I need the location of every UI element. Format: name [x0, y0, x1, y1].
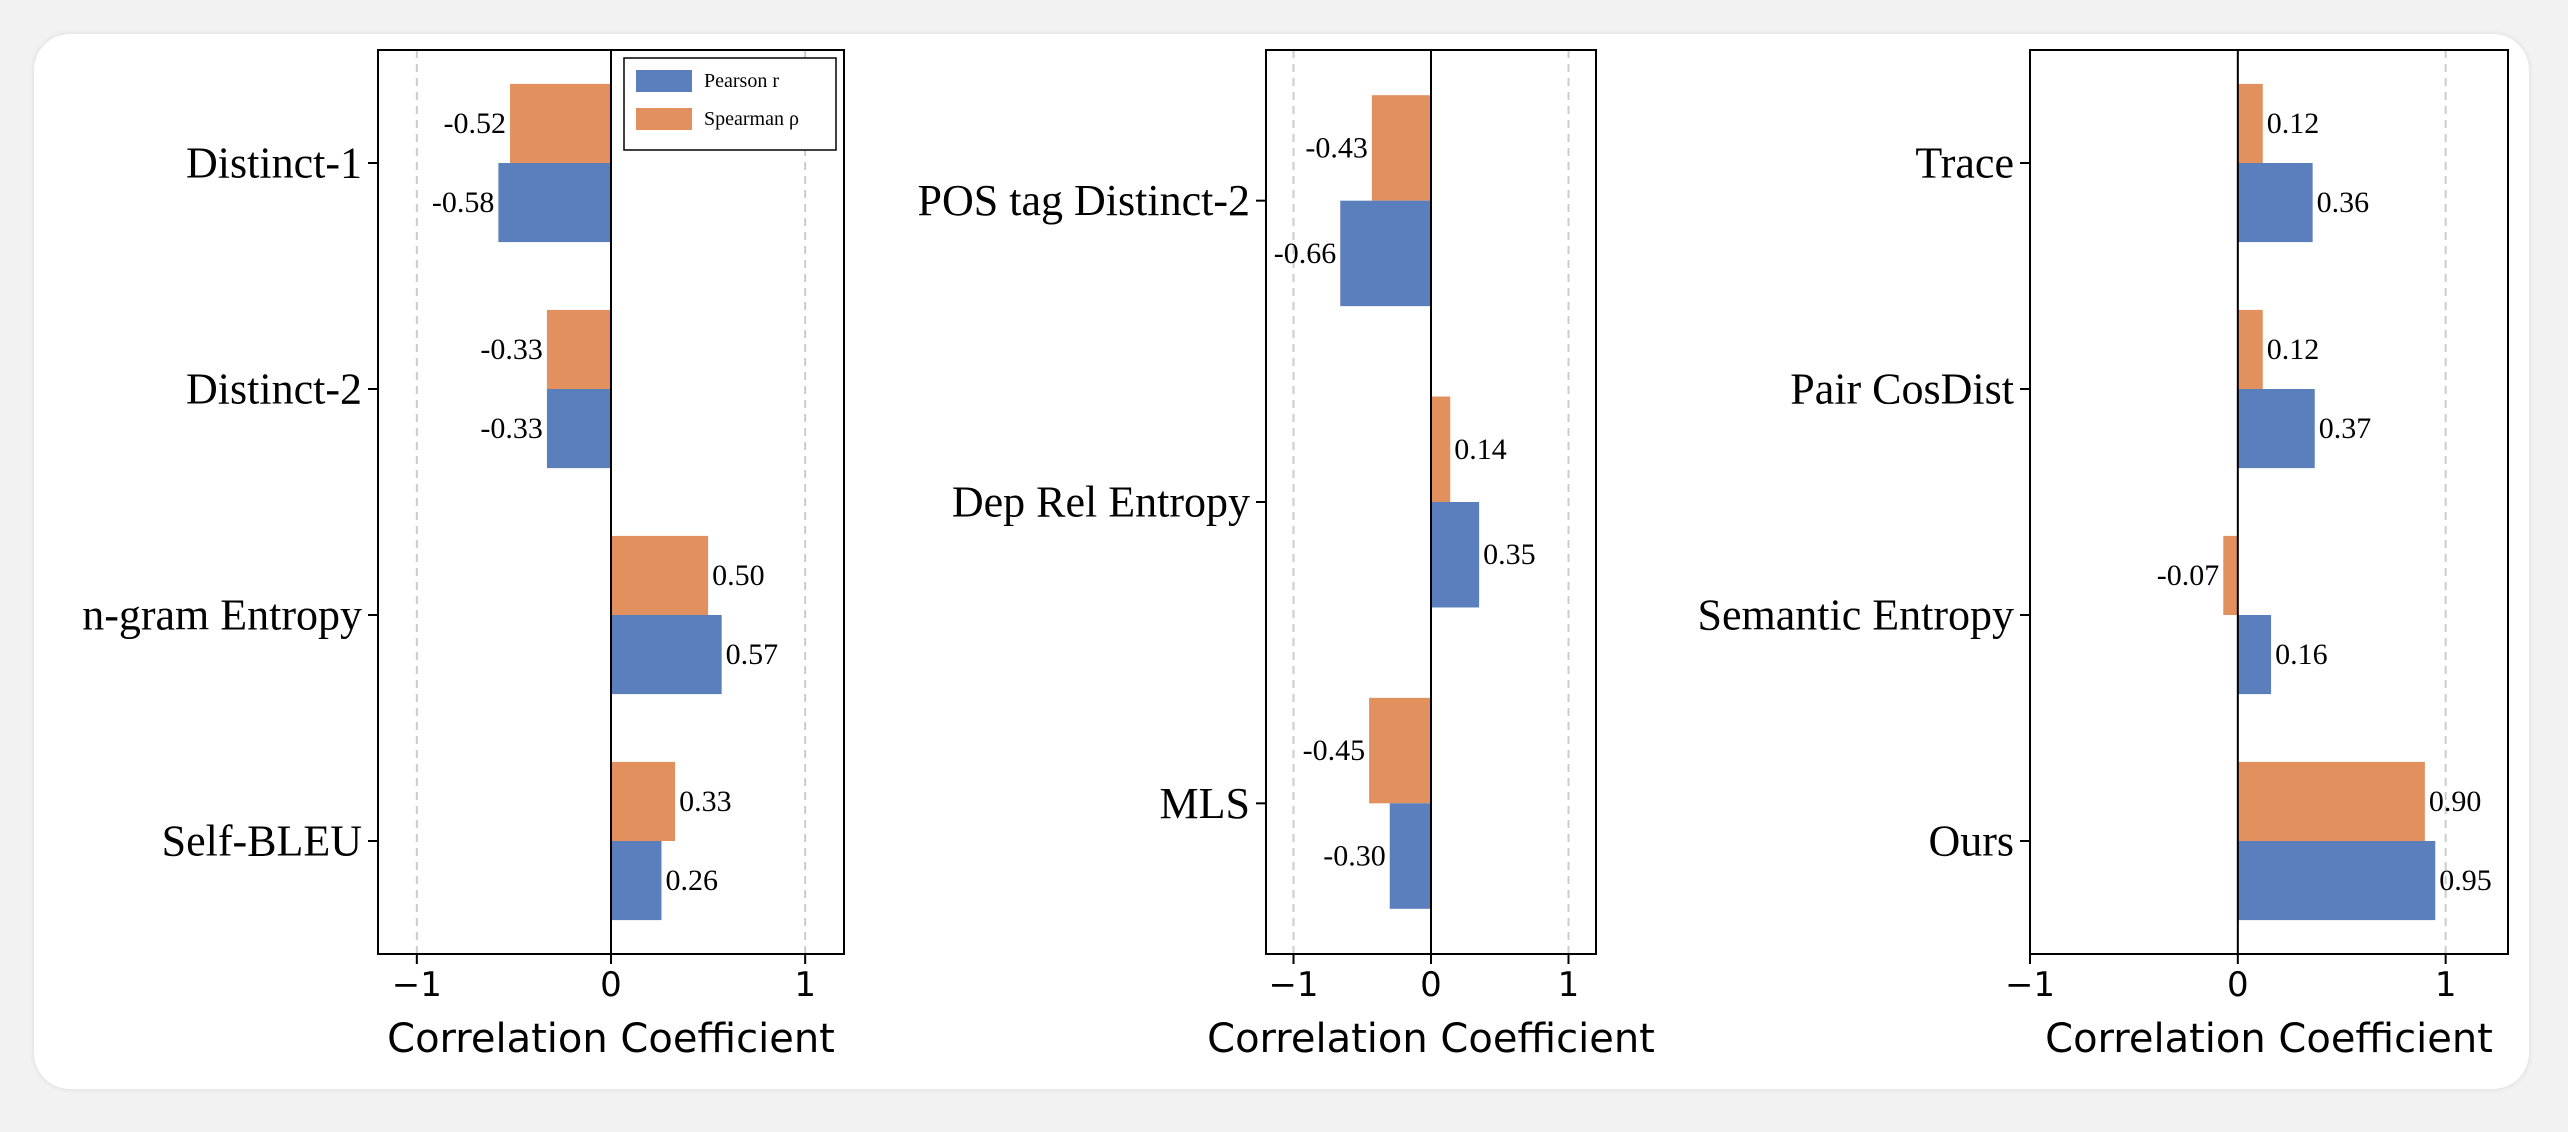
panel-1-category-label-1: Distinct-1 — [186, 139, 362, 188]
panel-3-bar-spearman-3 — [2223, 535, 2238, 615]
panel-3-data-label-pearson-3: 0.16 — [2275, 638, 2328, 671]
panel-1-bar-spearman-2 — [546, 309, 611, 389]
panel-1-category-label-3: n-gram Entropy — [82, 591, 362, 640]
panel-3: 0.12 0.36 0.12 0.37 -0.07 0.16 0.90 0.95 Trace Pa… — [1698, 49, 2509, 1062]
panel-1-bar-pearson-4 — [611, 841, 662, 921]
panel-3-data-label-spearman-4: 0.90 — [2429, 785, 2482, 818]
panel-1-bar-spearman-4 — [611, 761, 676, 841]
panel-2-category-label-3: MLS — [1160, 779, 1250, 828]
panel-1-data-label-pearson-1: -0.58 — [432, 186, 495, 219]
panel-3-data-label-spearman-3: -0.07 — [2157, 559, 2220, 592]
panel-3-xtick-label-2: 0 — [2227, 965, 2249, 1005]
legend-label-pearson: Pearson r — [704, 70, 779, 92]
panel-3-xtick-label-3: 1 — [2435, 965, 2457, 1005]
panel-2-category-label-2: Dep Rel Entropy — [952, 478, 1250, 527]
panel-2-xtick-label-1: −1 — [1268, 965, 1318, 1005]
panel-3-bar-pearson-3 — [2237, 615, 2272, 695]
panel-3-x-axis-label: Correlation Coefficient — [2045, 1016, 2493, 1062]
panel-2-data-label-pearson-2: 0.35 — [1483, 538, 1536, 571]
panel-1-data-label-spearman-1: -0.52 — [444, 107, 507, 140]
panel-1-xtick-label-3: 1 — [794, 965, 816, 1005]
panel-2-bar-pearson-2 — [1431, 502, 1480, 608]
panel-1-data-label-spearman-2: -0.33 — [480, 333, 543, 366]
panel-1-legend: Pearson r Spearman ρ — [623, 57, 837, 151]
panel-1-bar-pearson-2 — [546, 389, 611, 469]
panel-2-data-label-pearson-3: -0.30 — [1323, 840, 1386, 873]
panel-2: -0.43 -0.66 0.14 0.35 -0.45 -0.30 POS tag Dist… — [918, 49, 1655, 1062]
panel-2-category-label-1: POS tag Distinct-2 — [918, 176, 1250, 225]
panel-3-frame — [2029, 49, 2509, 955]
panel-3-data-label-pearson-1: 0.36 — [2317, 186, 2370, 219]
panel-2-data-label-spearman-1: -0.43 — [1305, 131, 1368, 164]
panel-2-xtick-label-3: 1 — [1558, 965, 1580, 1005]
panel-1-bar-spearman-1 — [510, 83, 611, 163]
panel-1-data-label-spearman-4: 0.33 — [679, 785, 732, 818]
panel-2-data-label-spearman-3: -0.45 — [1303, 734, 1366, 767]
panel-2-data-label-spearman-2: 0.14 — [1454, 433, 1507, 466]
panel-1-data-label-pearson-3: 0.57 — [726, 638, 779, 671]
panel-3-bar-pearson-1 — [2237, 163, 2313, 243]
figure-card: -0.52 -0.58 -0.33 -0.33 0.50 0.57 0.33 0.26 Dist… — [34, 34, 2529, 1089]
panel-1: -0.52 -0.58 -0.33 -0.33 0.50 0.57 0.33 0.26 Dist… — [82, 49, 845, 1062]
panel-3-category-label-3: Semantic Entropy — [1698, 591, 2015, 640]
legend-label-spearman: Spearman ρ — [704, 108, 799, 130]
panel-2-x-axis-label: Correlation Coefficient — [1207, 1016, 1655, 1062]
panel-1-category-label-4: Self-BLEU — [162, 817, 362, 866]
panel-3-data-label-pearson-4: 0.95 — [2439, 864, 2492, 897]
panel-3-bar-pearson-2 — [2237, 389, 2315, 469]
panel-2-bar-pearson-3 — [1389, 803, 1431, 909]
panel-3-bar-pearson-4 — [2237, 841, 2436, 921]
panel-3-xtick-label-1: −1 — [2005, 965, 2055, 1005]
panel-1-bar-spearman-3 — [611, 535, 709, 615]
panel-3-bar-spearman-2 — [2237, 309, 2263, 389]
panel-2-data-label-pearson-1: -0.66 — [1274, 237, 1337, 270]
chart-figure: -0.52 -0.58 -0.33 -0.33 0.50 0.57 0.33 0.26 Dist… — [82, 49, 2509, 1062]
panel-3-category-label-1: Trace — [1915, 139, 2014, 188]
panel-1-bar-pearson-3 — [611, 615, 722, 695]
panel-1-data-label-pearson-2: -0.33 — [480, 412, 543, 445]
panel-3-data-label-pearson-2: 0.37 — [2319, 412, 2372, 445]
panel-1-xtick-label-1: −1 — [392, 965, 442, 1005]
panel-1-data-label-spearman-3: 0.50 — [712, 559, 765, 592]
panel-2-bar-spearman-3 — [1369, 697, 1431, 804]
panel-3-category-label-4: Ours — [1928, 817, 2014, 866]
panel-3-data-label-spearman-2: 0.12 — [2267, 333, 2320, 366]
panel-1-category-label-2: Distinct-2 — [186, 365, 362, 414]
panel-2-bar-pearson-1 — [1340, 200, 1431, 307]
panel-3-data-label-spearman-1: 0.12 — [2267, 107, 2320, 140]
legend-swatch-pearson — [636, 70, 692, 92]
panel-3-bar-spearman-1 — [2237, 83, 2263, 163]
panel-1-bar-pearson-1 — [498, 163, 611, 243]
panel-2-xtick-label-2: 0 — [1420, 965, 1442, 1005]
legend-swatch-spearman — [636, 108, 692, 130]
panel-2-bar-spearman-1 — [1371, 95, 1431, 201]
panel-3-category-label-2: Pair CosDist — [1790, 365, 2014, 414]
panel-1-xtick-label-2: 0 — [600, 965, 622, 1005]
panel-1-x-axis-label: Correlation Coefficient — [387, 1016, 835, 1062]
panel-3-bar-spearman-4 — [2237, 761, 2425, 841]
panel-2-bar-spearman-2 — [1431, 396, 1451, 502]
panel-1-data-label-pearson-4: 0.26 — [665, 864, 718, 897]
